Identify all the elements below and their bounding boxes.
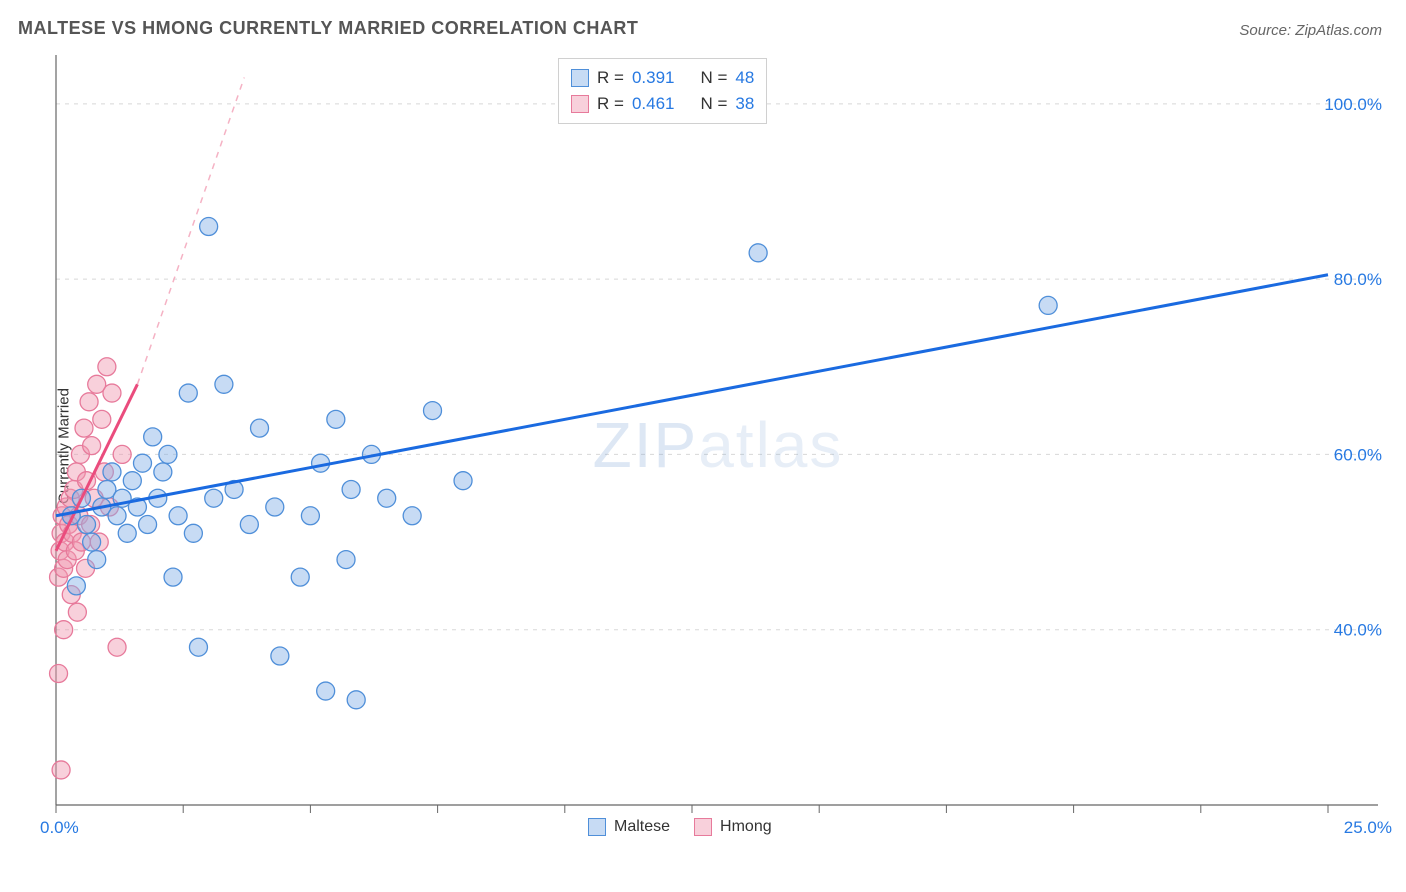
n-label: N = <box>700 94 727 114</box>
r-value: 0.391 <box>632 68 675 88</box>
chart-plot-area: 40.0%60.0%80.0%100.0% ZIPatlas R =0.391N… <box>48 50 1388 840</box>
svg-text:40.0%: 40.0% <box>1334 621 1382 640</box>
series-legend-item: Hmong <box>694 818 772 836</box>
x-axis-max-label: 25.0% <box>1344 818 1392 838</box>
svg-text:100.0%: 100.0% <box>1324 95 1382 114</box>
svg-text:60.0%: 60.0% <box>1334 445 1382 464</box>
legend-swatch <box>571 95 589 113</box>
legend-swatch <box>571 69 589 87</box>
r-label: R = <box>597 68 624 88</box>
x-axis-min-label: 0.0% <box>40 818 79 838</box>
r-value: 0.461 <box>632 94 675 114</box>
chart-svg: 40.0% 60.0% 80.0% 100.0% <box>48 50 1388 840</box>
legend-swatch <box>694 818 712 836</box>
source-name: ZipAtlas.com <box>1295 22 1382 39</box>
source-attribution: Source: ZipAtlas.com <box>1239 22 1382 39</box>
svg-text:80.0%: 80.0% <box>1334 270 1382 289</box>
series-label: Maltese <box>614 818 670 836</box>
correlation-legend: R = 0.391 N = 48 R = 0.461 N = 38 <box>558 58 767 124</box>
n-value: 38 <box>735 94 754 114</box>
n-value: 48 <box>735 68 754 88</box>
legend-swatch <box>588 818 606 836</box>
correlation-legend-row: R = 0.391 N = 48 <box>571 65 754 91</box>
source-prefix: Source: <box>1239 22 1295 39</box>
series-legend: Maltese Hmong <box>588 818 772 836</box>
correlation-legend-row: R = 0.461 N = 38 <box>571 91 754 117</box>
chart-title: MALTESE VS HMONG CURRENTLY MARRIED CORRE… <box>18 18 638 39</box>
r-label: R = <box>597 94 624 114</box>
series-legend-item: Maltese <box>588 818 670 836</box>
series-label: Hmong <box>720 818 772 836</box>
n-label: N = <box>700 68 727 88</box>
